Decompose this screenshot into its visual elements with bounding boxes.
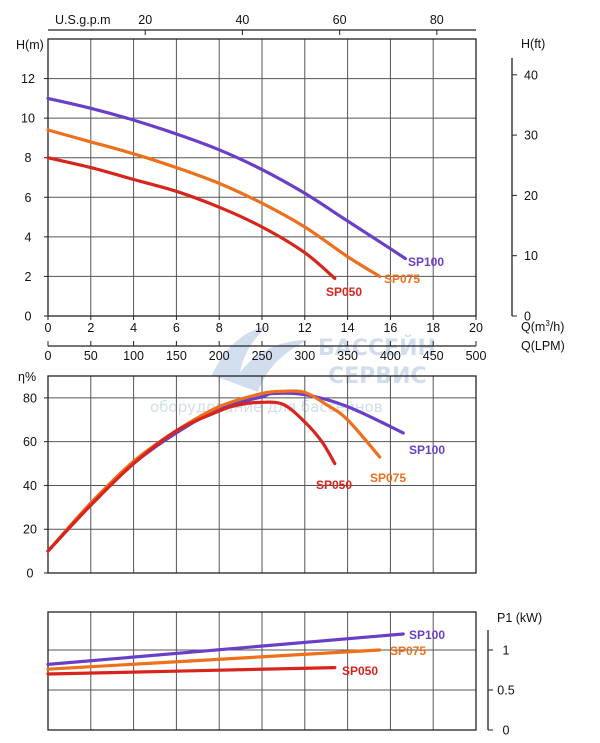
head-y-tick-label: 2 bbox=[25, 270, 32, 284]
head-series: SP100 SP075 SP050 bbox=[46, 96, 444, 299]
flow-m3h-tick-label: 0 bbox=[45, 321, 52, 335]
head-y-tick-label: 4 bbox=[25, 230, 32, 244]
series-label-sp100: SP100 bbox=[409, 443, 445, 457]
usgpm-tick-label: 60 bbox=[333, 13, 347, 27]
hft-ticks: 0 10 20 30 40 bbox=[512, 68, 538, 324]
flow-m3h-label: Q(m3/h) bbox=[521, 319, 564, 334]
lpm-ticks: 0 50 100 150 200 250 300 350 400 450 500 bbox=[45, 341, 487, 363]
power-series: SP100 SP075 SP050 bbox=[46, 628, 445, 678]
curve-sp100 bbox=[46, 391, 405, 553]
lpm-tick-label: 150 bbox=[166, 349, 187, 363]
lpm-tick-label: 300 bbox=[294, 349, 315, 363]
curve-sp050 bbox=[46, 156, 337, 280]
series-label-sp100: SP100 bbox=[408, 255, 444, 269]
flow-m3h-tick-label: 8 bbox=[216, 321, 223, 335]
series-label-sp075: SP075 bbox=[384, 272, 420, 286]
flow-m3h-tick-label: 4 bbox=[130, 321, 137, 335]
power-y-label: P1 (kW) bbox=[497, 611, 542, 625]
usgpm-label: U.S.g.p.m bbox=[55, 13, 111, 27]
watermark-line1: БАССЕЙН bbox=[318, 335, 436, 361]
watermark: БАССЕЙН СЕРВИС оборудование для бассейно… bbox=[150, 326, 436, 416]
efficiency-y-tick-label: 60 bbox=[23, 435, 37, 449]
curve-sp100 bbox=[46, 96, 407, 261]
curve-sp075 bbox=[46, 389, 382, 553]
flow-m3h-tick-label: 18 bbox=[426, 321, 440, 335]
power-y-tick-label: 1 bbox=[503, 644, 510, 658]
flow-m3h-label-end: /h) bbox=[550, 320, 565, 334]
power-y-ticks: 00.51 bbox=[488, 644, 515, 738]
curve-sp050 bbox=[46, 400, 337, 553]
usgpm-tick-label: 40 bbox=[235, 13, 249, 27]
lpm-tick-label: 450 bbox=[423, 349, 444, 363]
flow-m3h-label-main: Q(m bbox=[521, 320, 545, 334]
flow-m3h-label-sup: 3 bbox=[545, 319, 550, 328]
curve-sp050 bbox=[46, 666, 337, 676]
series-label-sp100: SP100 bbox=[409, 628, 445, 642]
power-y-tick-label: 0.5 bbox=[497, 684, 514, 698]
flow-m3h-tick-label: 14 bbox=[341, 321, 355, 335]
flow-m3h-tick-label: 2 bbox=[87, 321, 94, 335]
head-y-tick-label: 12 bbox=[21, 72, 35, 86]
flow-m3h-tick-label: 10 bbox=[255, 321, 269, 335]
curve-sp100 bbox=[46, 632, 405, 666]
series-label-sp050: SP050 bbox=[342, 664, 378, 678]
power-grid bbox=[48, 612, 476, 730]
usgpm-tick-label: 20 bbox=[138, 13, 152, 27]
hft-tick-label: 0 bbox=[524, 310, 531, 324]
usgpm-ticks: 20 40 60 80 bbox=[138, 13, 444, 35]
efficiency-y-label: η% bbox=[18, 370, 36, 384]
flow-m3h-tick-label: 6 bbox=[173, 321, 180, 335]
series-label-sp075: SP075 bbox=[390, 644, 426, 658]
curve-sp075 bbox=[46, 128, 382, 278]
hft-tick-label: 10 bbox=[524, 249, 538, 263]
hft-tick-label: 40 bbox=[524, 68, 538, 82]
series-label-sp050: SP050 bbox=[316, 478, 352, 492]
lpm-tick-label: 0 bbox=[45, 349, 52, 363]
curve-sp075 bbox=[46, 648, 382, 671]
hft-label: H(ft) bbox=[521, 37, 545, 51]
lpm-label: Q(LPM) bbox=[521, 339, 565, 353]
usgpm-tick-label: 80 bbox=[430, 13, 444, 27]
flow-m3h-tick-label: 12 bbox=[298, 321, 312, 335]
lpm-tick-label: 200 bbox=[209, 349, 230, 363]
hft-tick-label: 30 bbox=[524, 129, 538, 143]
efficiency-y-tick-label: 40 bbox=[23, 479, 37, 493]
efficiency-y-tick-label: 20 bbox=[23, 523, 37, 537]
head-y-tick-label: 0 bbox=[25, 310, 32, 324]
lpm-tick-label: 350 bbox=[337, 349, 358, 363]
efficiency-y-ticks: 0 20 40 60 80 bbox=[23, 391, 48, 581]
efficiency-y-tick-label: 80 bbox=[23, 391, 37, 405]
head-y-tick-label: 10 bbox=[21, 112, 35, 126]
flow-m3h-tick-label: 16 bbox=[383, 321, 397, 335]
series-label-sp075: SP075 bbox=[370, 471, 406, 485]
lpm-tick-label: 500 bbox=[466, 349, 487, 363]
series-label-sp050: SP050 bbox=[326, 285, 362, 299]
head-y-label: H(m) bbox=[16, 38, 44, 52]
efficiency-y-tick-label: 0 bbox=[27, 567, 34, 581]
head-y-ticks: 0 2 4 6 8 10 12 bbox=[21, 72, 48, 324]
efficiency-plot-frame bbox=[47, 375, 477, 574]
lpm-tick-label: 400 bbox=[380, 349, 401, 363]
power-y-tick-label: 0 bbox=[503, 724, 510, 738]
lpm-tick-label: 100 bbox=[123, 349, 144, 363]
flow-m3h-ticks: 0 2 4 6 8 10 12 14 16 18 20 bbox=[45, 316, 483, 335]
flow-m3h-tick-label: 20 bbox=[469, 321, 483, 335]
lpm-tick-label: 250 bbox=[252, 349, 273, 363]
hft-tick-label: 20 bbox=[524, 189, 538, 203]
lpm-tick-label: 50 bbox=[84, 349, 98, 363]
efficiency-grid bbox=[48, 376, 476, 573]
head-y-tick-label: 6 bbox=[25, 191, 32, 205]
power-plot-frame bbox=[47, 611, 477, 731]
head-y-tick-label: 8 bbox=[25, 151, 32, 165]
head-grid bbox=[48, 39, 476, 316]
